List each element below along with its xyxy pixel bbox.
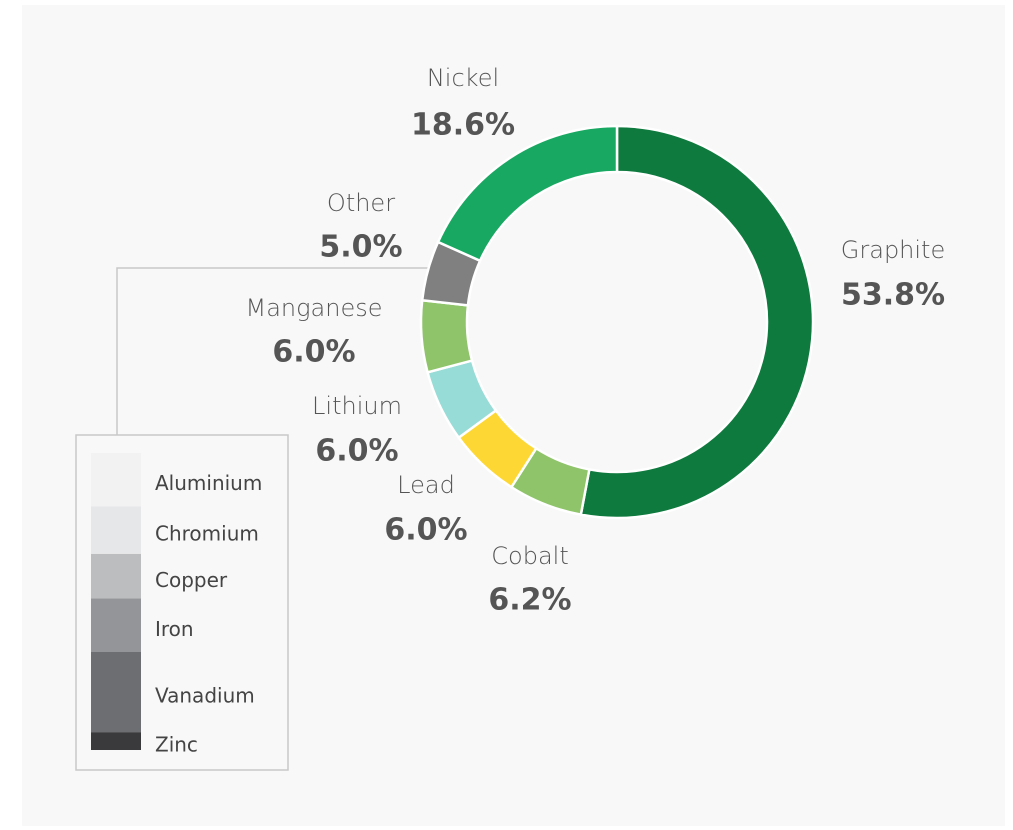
- segment-value: 6.0%: [315, 434, 398, 469]
- breakdown-label: Chromium: [155, 522, 259, 546]
- donut-segment: [419, 298, 474, 374]
- breakdown-label: Vanadium: [155, 684, 255, 708]
- breakdown-label: Iron: [155, 617, 194, 641]
- breakdown-segment: [91, 732, 141, 750]
- breakdown-segment: [91, 506, 141, 554]
- segment-name: Other: [327, 189, 395, 217]
- donut-segment: [436, 124, 619, 263]
- breakdown-label: Aluminium: [155, 471, 262, 495]
- breakdown-segment: [91, 651, 141, 733]
- breakdown-segment: [91, 553, 141, 599]
- segment-name: Manganese: [246, 294, 383, 322]
- segment-name: Cobalt: [491, 542, 568, 570]
- connector: [116, 267, 432, 435]
- breakdown-label: Copper: [155, 568, 228, 592]
- segment-value: 6.0%: [384, 513, 467, 548]
- segment-name: Lithium: [312, 392, 402, 420]
- breakdown-segment: [91, 453, 141, 507]
- breakdown-segment: [91, 598, 141, 652]
- segment-name: Graphite: [841, 236, 945, 264]
- donut-segment: [579, 124, 815, 520]
- segment-value: 53.8%: [841, 278, 945, 313]
- breakdown-label: Zinc: [155, 733, 198, 757]
- segment-value: 5.0%: [319, 230, 402, 265]
- segment-name: Nickel: [427, 64, 499, 92]
- segment-value: 18.6%: [411, 108, 515, 143]
- segment-value: 6.2%: [488, 583, 571, 618]
- segment-value: 6.0%: [272, 335, 355, 370]
- segment-name: Lead: [397, 471, 455, 499]
